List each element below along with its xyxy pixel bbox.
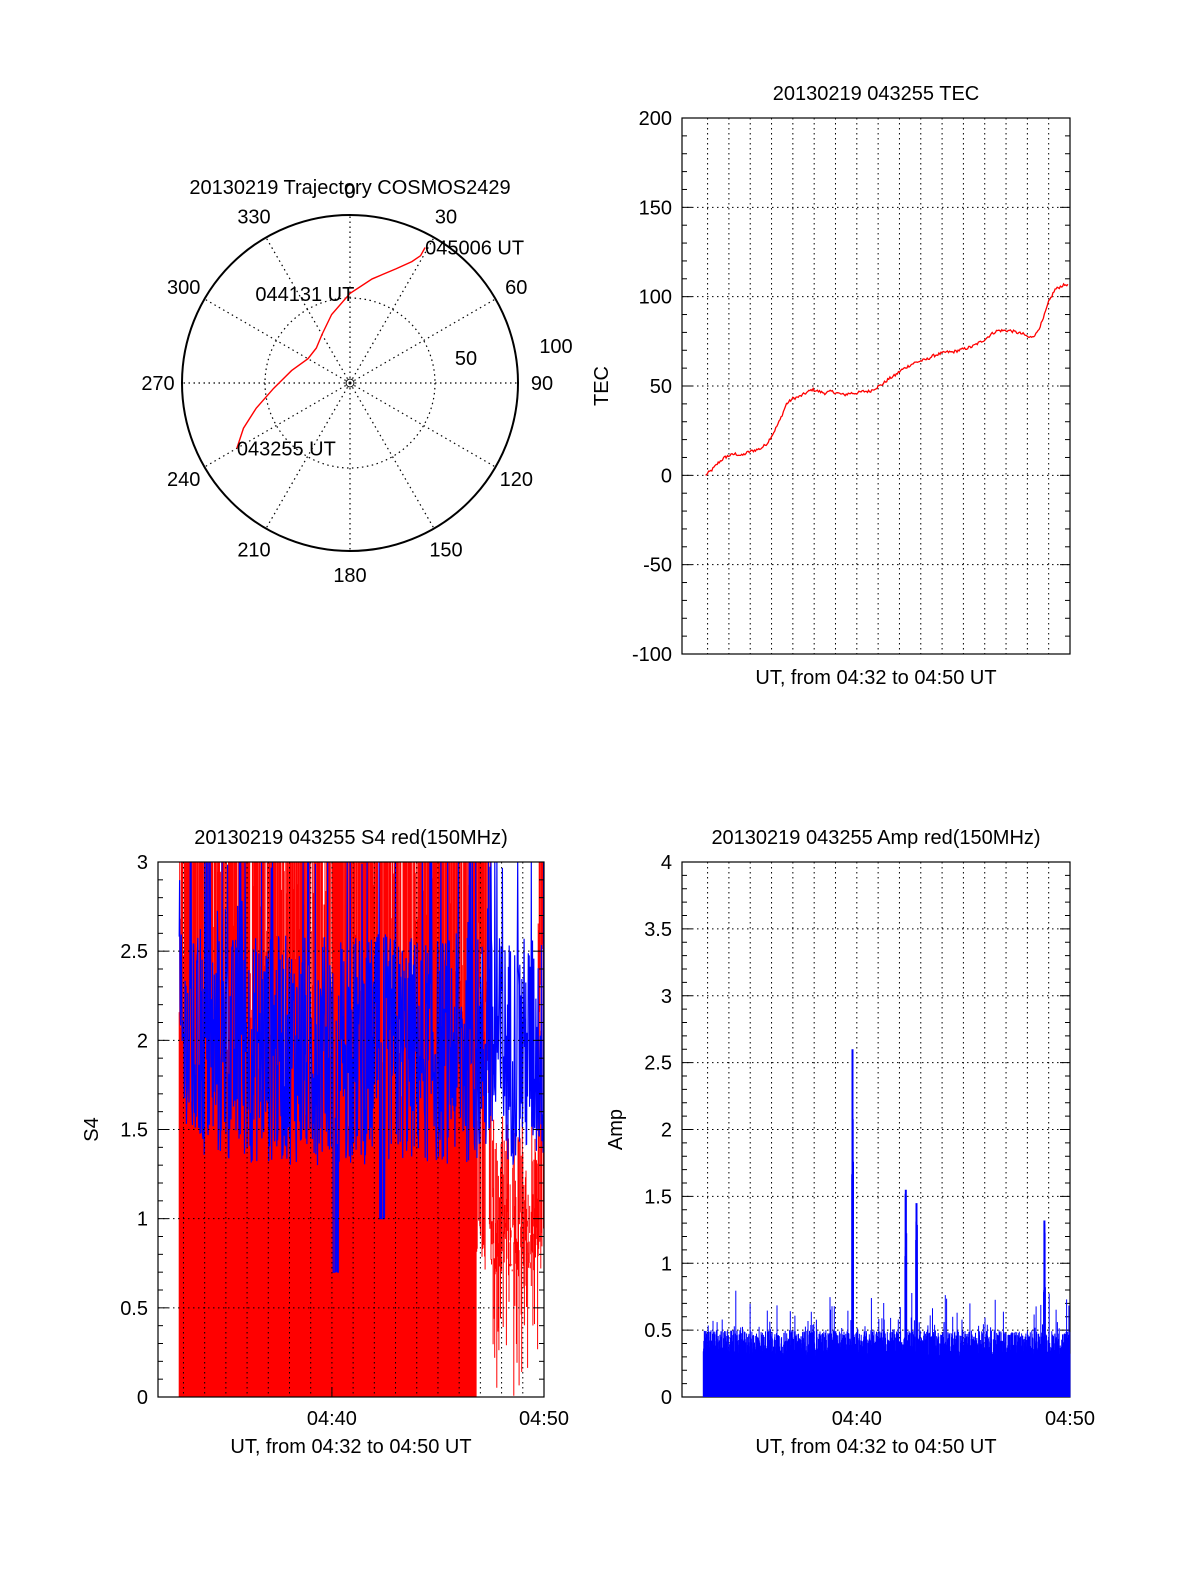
y-tick-label: 0 <box>661 1387 672 1409</box>
y-tick-label: 2.5 <box>644 1053 672 1075</box>
y-tick-label: 1 <box>661 1253 672 1275</box>
y-tick-label: 200 <box>639 108 672 130</box>
azimuth-label: 90 <box>531 373 553 395</box>
horizon-circle <box>181 214 519 552</box>
x-tick-label: 04:40 <box>307 1408 357 1430</box>
y-tick-label: 50 <box>650 376 672 398</box>
azimuth-label: 150 <box>429 539 462 561</box>
radial-gridline <box>204 382 351 468</box>
x-tick-label: 04:50 <box>519 1408 569 1430</box>
panel-title: 20130219 043255 Amp red(150MHz) <box>711 827 1040 849</box>
plot-frame <box>681 861 1071 1398</box>
azimuth-label: 240 <box>167 469 200 491</box>
y-tick-label: 4 <box>661 852 672 874</box>
panel-title: 20130219 043255 TEC <box>773 83 979 105</box>
panel-title: 20130219 043255 S4 red(150MHz) <box>194 827 508 849</box>
trajectory-time-label: 045006 UT <box>425 237 524 259</box>
y-tick-label: 0 <box>661 465 672 487</box>
azimuth-label: 330 <box>237 207 270 229</box>
radial-gridline <box>265 237 351 384</box>
tec-series-line <box>705 282 1069 476</box>
radial-gridline <box>349 298 496 384</box>
y-tick-label: 2 <box>137 1030 148 1052</box>
x-axis-label: UT, from 04:32 to 04:50 UT <box>755 1436 996 1458</box>
trajectory-line <box>236 247 426 449</box>
y-tick-label: 1.5 <box>644 1186 672 1208</box>
radial-gridline <box>349 237 435 384</box>
radial-gridline <box>204 298 351 384</box>
y-tick-label: 0.5 <box>120 1298 148 1320</box>
y-tick-label: 1 <box>137 1209 148 1231</box>
y-axis-label: S4 <box>81 1117 103 1141</box>
trajectory-time-label: 044131 UT <box>255 284 354 306</box>
x-axis-label: UT, from 04:32 to 04:50 UT <box>230 1436 471 1458</box>
trajectory-time-label: 043255 UT <box>237 438 336 460</box>
radial-label: 100 <box>539 336 572 358</box>
azimuth-label: 0 <box>344 181 355 203</box>
y-axis-label: TEC <box>591 366 613 406</box>
y-tick-label: 2.5 <box>120 941 148 963</box>
polar-title: 20130219 Trajectory COSMOS2429 <box>189 177 510 199</box>
azimuth-label: 270 <box>141 373 174 395</box>
y-tick-label: 3.5 <box>644 919 672 941</box>
center-marker <box>345 378 355 388</box>
y-tick-label: -100 <box>632 644 672 666</box>
azimuth-label: 180 <box>333 565 366 587</box>
y-tick-label: 0.5 <box>644 1320 672 1342</box>
s4-panel: 20130219 043255 S4 red(150MHz) 0 0.5 1 1.5 2 2… <box>81 827 569 1458</box>
x-tick-label: 04:40 <box>832 1408 882 1430</box>
azimuth-label: 120 <box>500 469 533 491</box>
radial-label: 50 <box>455 348 477 370</box>
azimuth-label: 60 <box>505 277 527 299</box>
elevation-ring <box>264 297 436 469</box>
azimuth-label: 30 <box>435 207 457 229</box>
s4-blue-series-line <box>178 861 545 1273</box>
tec-panel: 20130219 043255 TEC -100 -50 0 50 100 150 200 UT… <box>591 83 1071 689</box>
y-tick-label: 0 <box>137 1387 148 1409</box>
y-tick-label: -50 <box>643 555 672 577</box>
azimuth-label: 210 <box>237 539 270 561</box>
y-tick-label: 2 <box>661 1120 672 1142</box>
amp-blue-series <box>702 1049 1071 1397</box>
plot-frame <box>681 117 1071 655</box>
amp-panel: 20130219 043255 Amp red(150MHz) 0 0.5 1 1.5 2… <box>605 827 1095 1458</box>
y-tick-label: 1.5 <box>120 1120 148 1142</box>
azimuth-label: 300 <box>167 277 200 299</box>
y-tick-label: 3 <box>661 986 672 1008</box>
y-axis-label: Amp <box>605 1109 627 1150</box>
plot-frame <box>157 861 545 1398</box>
y-tick-label: 100 <box>639 287 672 309</box>
radial-gridline <box>349 382 496 468</box>
x-axis-label: UT, from 04:32 to 04:50 UT <box>755 667 996 689</box>
y-tick-label: 150 <box>639 197 672 219</box>
radial-gridline <box>349 382 435 529</box>
y-tick-label: 3 <box>137 852 148 874</box>
x-tick-label: 04:50 <box>1045 1408 1095 1430</box>
